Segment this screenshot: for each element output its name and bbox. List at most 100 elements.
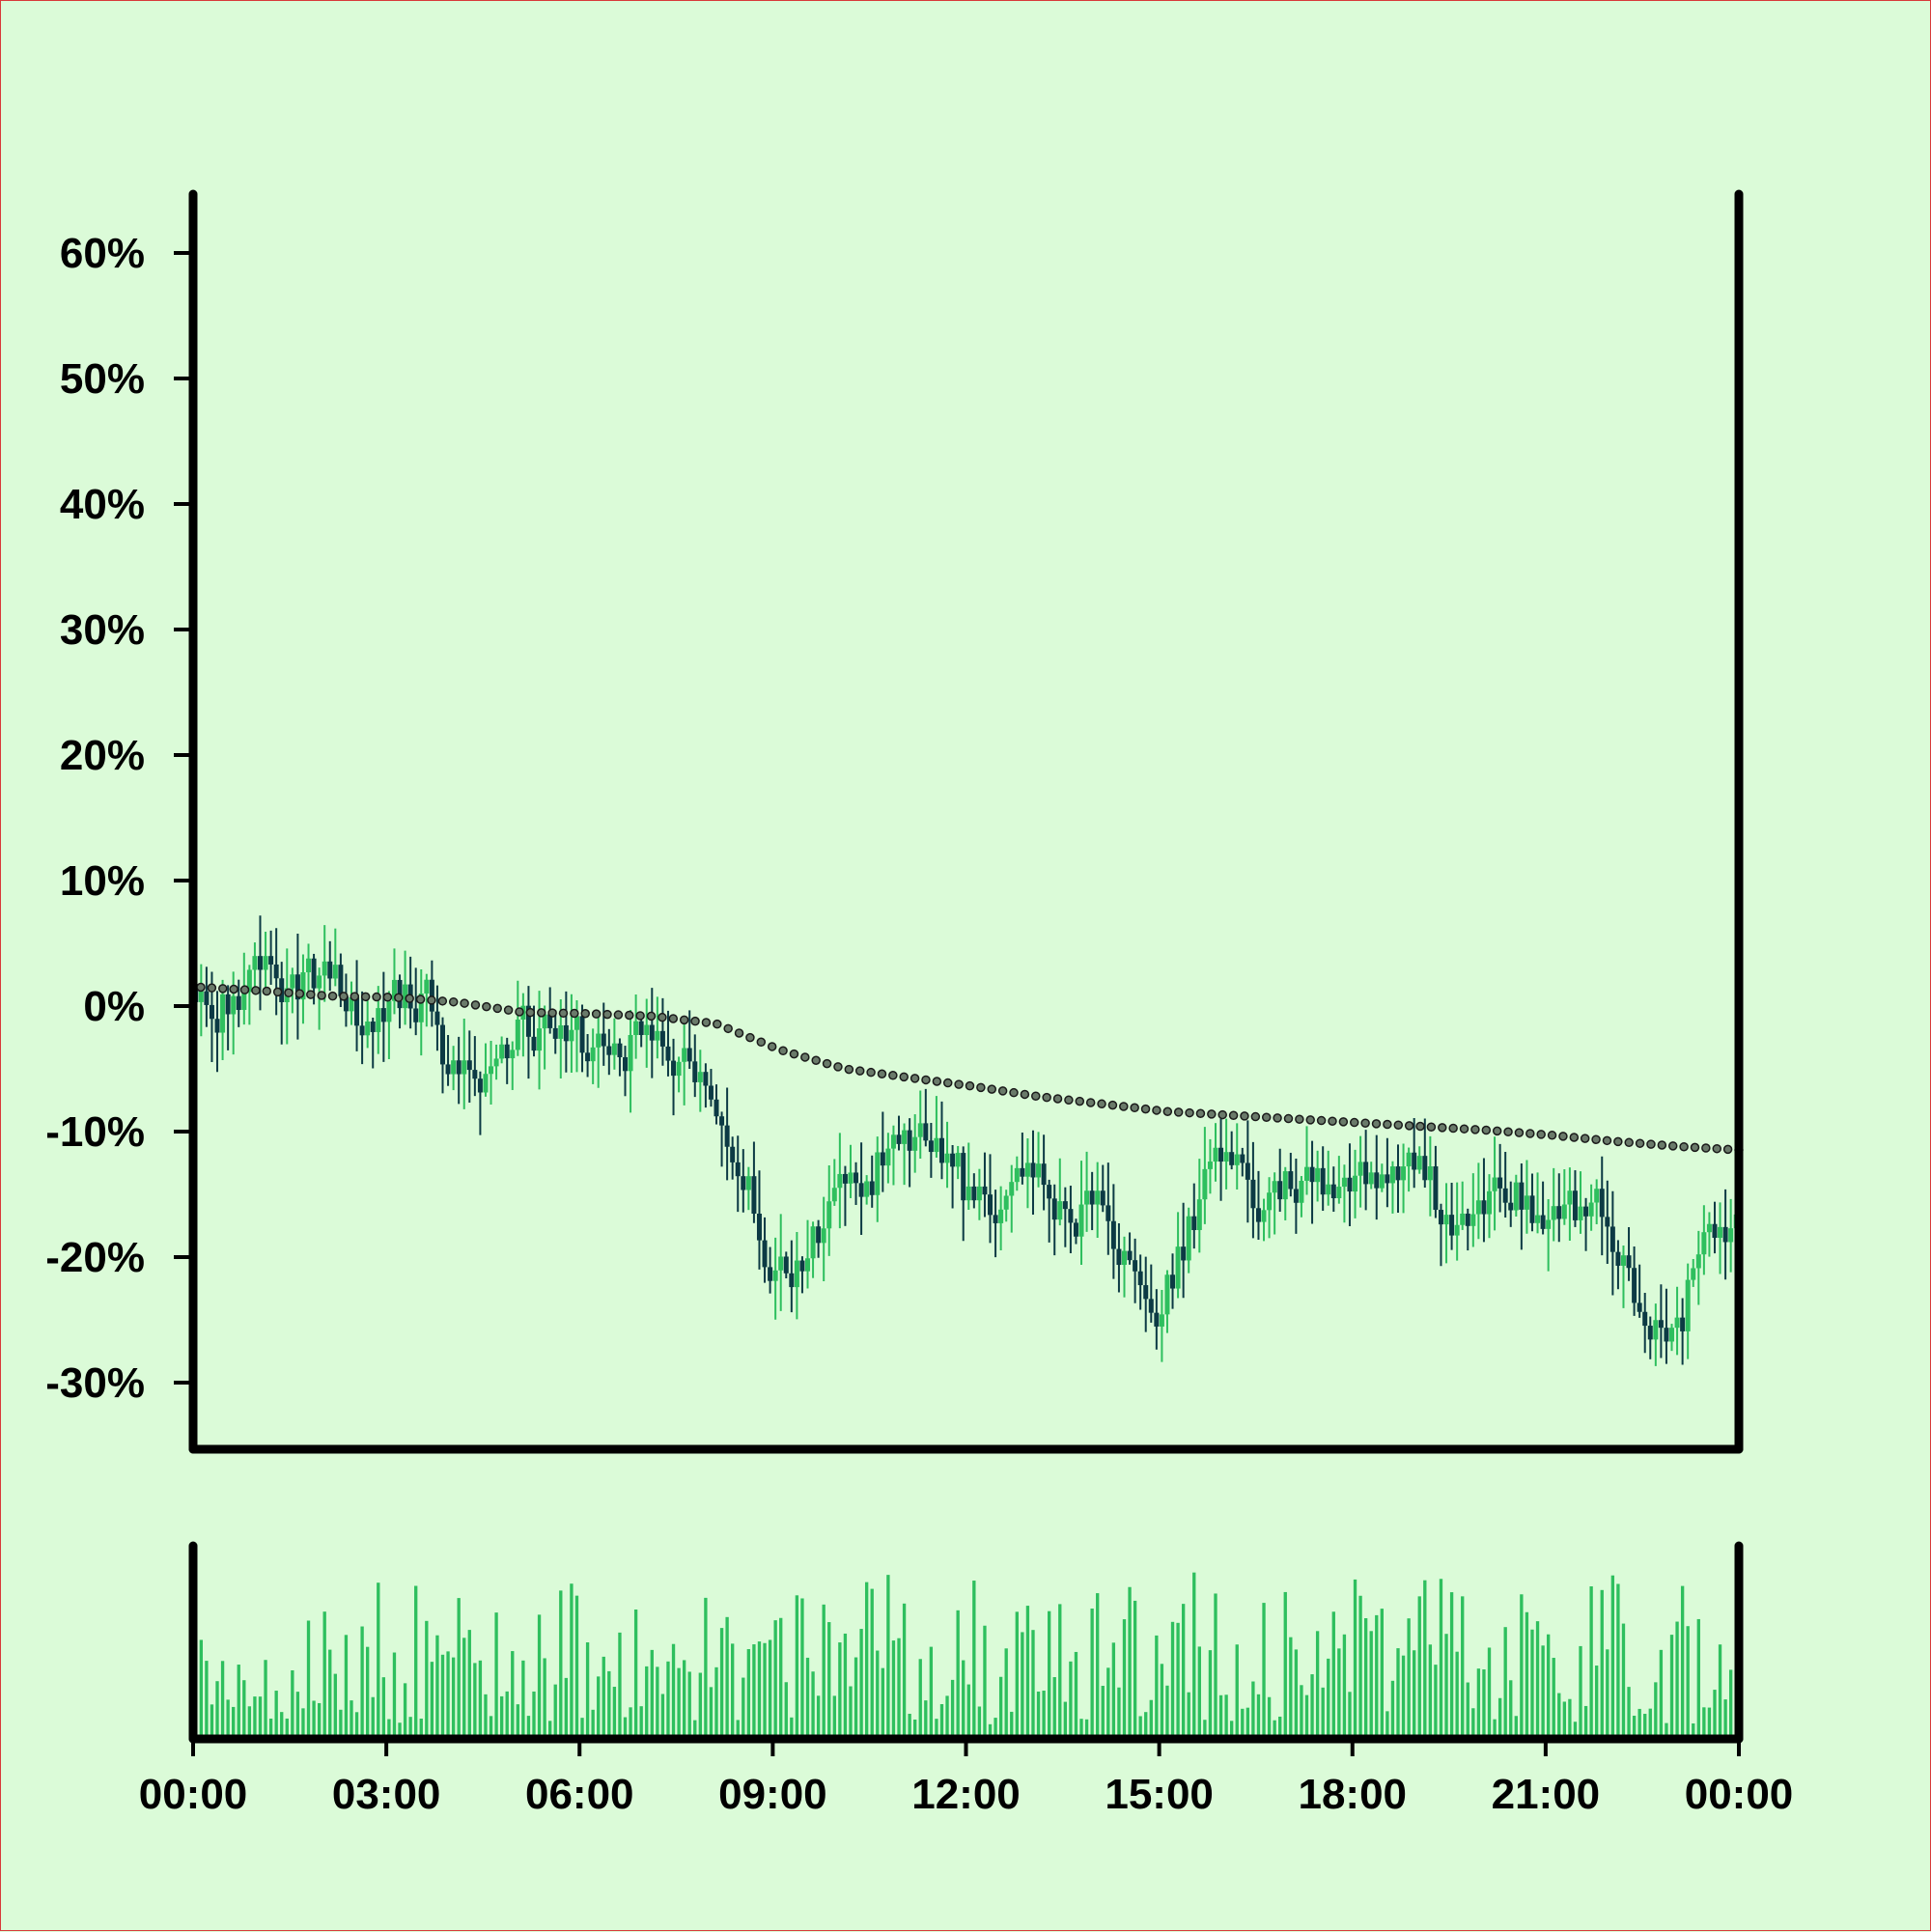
trend-dot (701, 1018, 712, 1027)
candle-body-down (439, 1024, 445, 1065)
volume-bar (1363, 1617, 1368, 1739)
volume-bar (1273, 1720, 1276, 1739)
trend-dot (251, 986, 261, 995)
volume-bar (1025, 1606, 1030, 1739)
candle-body-up (1164, 1274, 1170, 1315)
candle-body-down (982, 1186, 988, 1195)
volume-bar (1718, 1644, 1722, 1739)
volume-bar (1525, 1611, 1529, 1739)
candle-body-down (1191, 1216, 1197, 1231)
candle-body-up (1186, 1216, 1191, 1261)
volume-bar (440, 1654, 445, 1739)
volume-bar (962, 1660, 966, 1739)
volume-bar (1369, 1631, 1373, 1739)
candle-body-up (1524, 1195, 1529, 1210)
volume-bar (226, 1699, 230, 1739)
volume-bar (1337, 1648, 1341, 1739)
candle-body-down (1615, 1251, 1621, 1266)
trend-dot (1536, 1130, 1546, 1139)
volume-bar (843, 1633, 848, 1739)
volume-bar (1643, 1714, 1647, 1739)
volume-bar (666, 1661, 670, 1739)
volume-bar (499, 1695, 504, 1739)
volume-bar (543, 1658, 546, 1739)
candle-body-up (1036, 1163, 1042, 1178)
candle-body-down (343, 995, 349, 1012)
candle-body-up (231, 995, 237, 1015)
volume-bar (215, 1681, 219, 1739)
trend-dot (756, 1037, 767, 1048)
candle-body-up (1353, 1175, 1358, 1192)
volume-bar (939, 1703, 944, 1739)
candle-body-up (558, 1024, 564, 1039)
candle-body-down (1529, 1195, 1535, 1223)
candle-body-up (1315, 1167, 1321, 1183)
volume-bar (1665, 1722, 1668, 1739)
candle-body-down (327, 961, 333, 979)
candle-body-down (703, 1072, 709, 1086)
trend-dot (327, 991, 338, 1001)
candle-body-down (1395, 1166, 1401, 1181)
candle-body-down (236, 995, 241, 1010)
candle-body-down (1277, 1181, 1283, 1200)
candle-body-down (719, 1116, 725, 1126)
volume-bar (998, 1676, 1003, 1739)
volume-bar (1353, 1579, 1357, 1739)
candle-body-up (633, 1021, 639, 1035)
trend-dot (811, 1055, 821, 1066)
trend-dot (1690, 1142, 1700, 1153)
candle-body-down (1154, 1312, 1160, 1327)
candle-body-down (1583, 1206, 1589, 1217)
volume-bar (350, 1700, 353, 1739)
trend-dot (1481, 1125, 1492, 1135)
candle-body-up (1084, 1190, 1090, 1205)
trend-dot (306, 990, 316, 999)
candle-body-up (1674, 1317, 1680, 1329)
candle-body-up (1223, 1152, 1229, 1162)
candle-body-up (944, 1153, 950, 1163)
volume-bar (387, 1719, 391, 1739)
volume-bar (876, 1650, 880, 1739)
volume-bar (537, 1614, 542, 1739)
volume-bar (1557, 1693, 1561, 1739)
volume-bar (1304, 1694, 1309, 1739)
trend-dot (965, 1080, 975, 1091)
candle-body-down (988, 1194, 993, 1216)
volume-bar (1192, 1572, 1196, 1739)
candle-body-down (1240, 1154, 1245, 1163)
candle-body-up (1234, 1154, 1240, 1165)
candle-body-up (365, 1022, 371, 1036)
volume-bar (398, 1722, 402, 1739)
volume-bar (1595, 1666, 1599, 1739)
trend-dot (1052, 1094, 1063, 1104)
trend-dot (437, 996, 448, 1006)
candle-body-down (623, 1056, 629, 1072)
trend-dot (1305, 1115, 1315, 1125)
candle-body-down (649, 1024, 655, 1041)
candle-body-up (246, 969, 252, 993)
candle-body-up (1454, 1224, 1460, 1236)
candle-body-down (1250, 1179, 1256, 1209)
candle-body-down (429, 979, 434, 1012)
trend-dot (668, 1014, 679, 1023)
trend-dot (591, 1009, 602, 1019)
candle-body-down (1508, 1202, 1514, 1211)
volume-bar (1321, 1687, 1325, 1739)
volume-bar (629, 1707, 632, 1739)
trend-dot (207, 983, 217, 993)
candle-body-down (1599, 1189, 1605, 1218)
candle-body-down (692, 1061, 698, 1082)
candle-body-down (311, 958, 317, 989)
volume-bar (199, 1639, 204, 1739)
candle-body-down (638, 1021, 644, 1035)
candle-body-down (1089, 1190, 1095, 1205)
volume-bar (1310, 1674, 1314, 1739)
candle-body-down (1422, 1156, 1428, 1181)
candle-body-up (1326, 1184, 1331, 1195)
candle-body-up (1695, 1254, 1701, 1269)
trend-dot (1371, 1119, 1382, 1129)
trend-dot (910, 1074, 920, 1083)
volume-bar (1476, 1668, 1481, 1739)
volume-bar (371, 1696, 375, 1739)
trend-dot (635, 1011, 645, 1021)
